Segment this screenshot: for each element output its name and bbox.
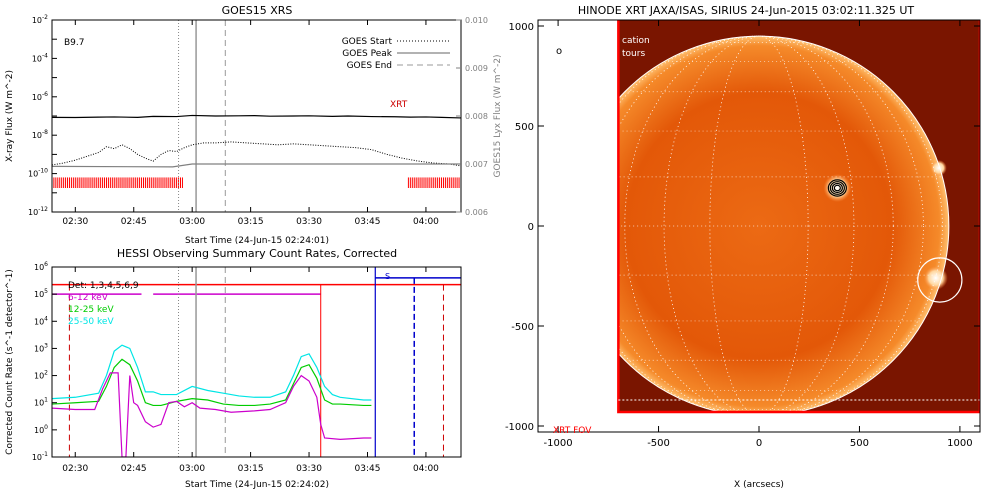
goes-title: GOES15 XRS: [222, 4, 293, 17]
hessi-series-12-25-kev: [52, 358, 372, 407]
goes-xrt-obs-interval-1: [407, 177, 461, 188]
goes-xrt-label: XRT: [390, 100, 408, 110]
xrt-contour: [833, 184, 841, 192]
xrt-fov-label: XRT FOV: [553, 426, 592, 436]
hessi-x-tick-label: 03:00: [179, 464, 205, 474]
goes-x-tick-label: 03:30: [296, 217, 322, 227]
xrt-limb-glow: [923, 266, 948, 290]
xrt-x-tick-label: 1000: [947, 438, 972, 449]
goes-x-tick-label: 04:00: [413, 217, 439, 227]
hessi-y-tick-label: 100: [34, 424, 48, 435]
xrt-symbol-label: o: [556, 46, 562, 57]
xrt-fov-box: [617, 20, 980, 414]
xrt-grid-longitude: [575, 35, 943, 417]
hessi-y-tick-label: 106: [34, 261, 48, 272]
xrt-solar-disk: [569, 36, 949, 416]
xrt-title: HINODE XRT JAXA/ISAS, SIRIUS 24-Jun-2015…: [578, 4, 915, 17]
hessi-x-tick-label: 02:45: [121, 464, 147, 474]
hessi-series-6-12-kev: [52, 372, 372, 457]
goes-y-tick-label: 10-4: [32, 52, 48, 63]
xrt-contour: [831, 182, 843, 194]
hessi-x-tick-label: 04:00: [413, 464, 439, 474]
goes-series-lyman-alpha: [52, 163, 461, 168]
xrt-y-tick-label: 1000: [509, 22, 534, 33]
goes-y2label: GOES15 Lyx Flux (W m^-2): [493, 54, 503, 177]
xrt-contour: [827, 179, 847, 197]
goes-class-label: B9.7: [64, 38, 85, 48]
hessi-y-tick-label: 101: [34, 397, 48, 408]
xrt-y-tick-label: -1000: [505, 422, 534, 433]
goes-x-tick-label: 03:15: [238, 217, 264, 227]
goes-series-0-5-4-a: [52, 141, 461, 167]
xrt-overlay-text-2: tours: [622, 49, 645, 59]
hessi-x-tick-label: 03:15: [238, 464, 264, 474]
xrt-x-tick-label: -500: [647, 438, 670, 449]
hessi-saa-label: S: [385, 272, 390, 281]
goes-x-tick-label: 02:30: [62, 217, 88, 227]
goes-y-tick-label: 10-8: [32, 129, 48, 140]
hessi-xlabel: Start Time (24-Jun-15 02:24:02): [185, 480, 329, 490]
xrt-limb-glow-north: [930, 160, 947, 176]
goes-y2-tick-label: 0.006: [465, 208, 488, 217]
goes-y-tick-label: 10-6: [32, 91, 48, 102]
goes-y2-tick-label: 0.010: [465, 16, 488, 25]
hessi-y-tick-label: 103: [34, 342, 48, 353]
hessi-series-25-50-kev: [52, 344, 372, 401]
xrt-y-tick-label: 500: [515, 122, 534, 133]
hessi-y-tick-label: 10-1: [32, 451, 48, 462]
hessi-legend-6-12: 6-12 keV: [68, 293, 109, 303]
xrt-outside-fov: [538, 20, 619, 432]
hessi-x-tick-label: 02:30: [62, 464, 88, 474]
goes-series-1-8-a: [52, 114, 461, 119]
xrt-grid-longitude: [663, 35, 855, 417]
xrt-y-tick-label: -500: [511, 322, 534, 333]
hessi-legend-25-50: 25-50 keV: [68, 317, 114, 327]
hessi-legend-12-25: 12-25 keV: [68, 305, 114, 315]
goes-y2-tick-label: 0.008: [465, 112, 488, 121]
goes-x-tick-label: 02:45: [121, 217, 147, 227]
xrt-x-tick-label: 0: [756, 438, 762, 449]
hessi-ylabel: Corrected Count Rate (s^-1 detector^-1): [5, 269, 15, 455]
xrt-x-tick-label: 500: [850, 438, 869, 449]
xrt-y-tick-label: 0: [528, 222, 534, 233]
xrt-outside-fov-bottom: [538, 412, 980, 432]
goes-y-tick-label: 10-10: [28, 168, 48, 179]
xrt-highlight-circle: [917, 257, 963, 303]
hessi-title: HESSI Observing Summary Count Rates, Cor…: [117, 247, 397, 260]
hessi-panel: HESSI Observing Summary Count Rates, Cor…: [5, 247, 462, 490]
xrt-flare-glow: [823, 174, 852, 202]
xrt-grid-longitude: [594, 35, 924, 417]
hessi-x-tick-label: 03:30: [296, 464, 322, 474]
hessi-y-tick-label: 102: [34, 370, 48, 381]
goes-y2-tick-label: 0.007: [465, 160, 488, 169]
hessi-legend: Det: 1,3,4,5,6,9 6-12 keV 12-25 keV 25-5…: [68, 281, 139, 327]
hinode-xrt-panel: HINODE XRT JAXA/ISAS, SIRIUS 24-Jun-2015…: [505, 4, 981, 490]
hessi-legend-det: Det: 1,3,4,5,6,9: [68, 281, 139, 291]
goes-y2-tick-label: 0.009: [465, 64, 488, 73]
goes-y-tick-label: 10-12: [28, 206, 48, 217]
hessi-y-tick-label: 105: [34, 288, 48, 299]
xrt-solar-limb: [568, 35, 950, 417]
xrt-x-tick-label: -1000: [544, 438, 573, 449]
goes-legend-start: GOES Start: [342, 37, 393, 47]
goes-xrs-panel: GOES15 XRS 02:30 02:45 03:00 03:15 03:30 03:4…: [5, 4, 503, 246]
goes-x-tick-label: 03:00: [179, 217, 205, 227]
goes-legend-end: GOES End: [347, 61, 392, 71]
hessi-y-tick-label: 104: [34, 315, 48, 326]
goes-ylabel: X-ray Flux (W m^-2): [5, 70, 15, 162]
xrt-contour: [829, 181, 845, 195]
goes-x-tick-label: 03:45: [355, 217, 381, 227]
goes-legend: GOES Start GOES Peak GOES End: [342, 37, 450, 71]
hessi-x-tick-label: 03:45: [355, 464, 381, 474]
xrt-xlabel: X (arcsecs): [734, 480, 784, 490]
goes-xlabel: Start Time (24-Jun-15 02:24:01): [185, 236, 329, 246]
goes-legend-peak: GOES Peak: [342, 49, 392, 59]
xrt-overlay-text-1: cation: [622, 36, 650, 46]
goes-y-tick-label: 10-2: [32, 14, 48, 25]
goes-xrt-obs-interval-0: [53, 177, 183, 188]
hessi-frame: [51, 266, 462, 458]
